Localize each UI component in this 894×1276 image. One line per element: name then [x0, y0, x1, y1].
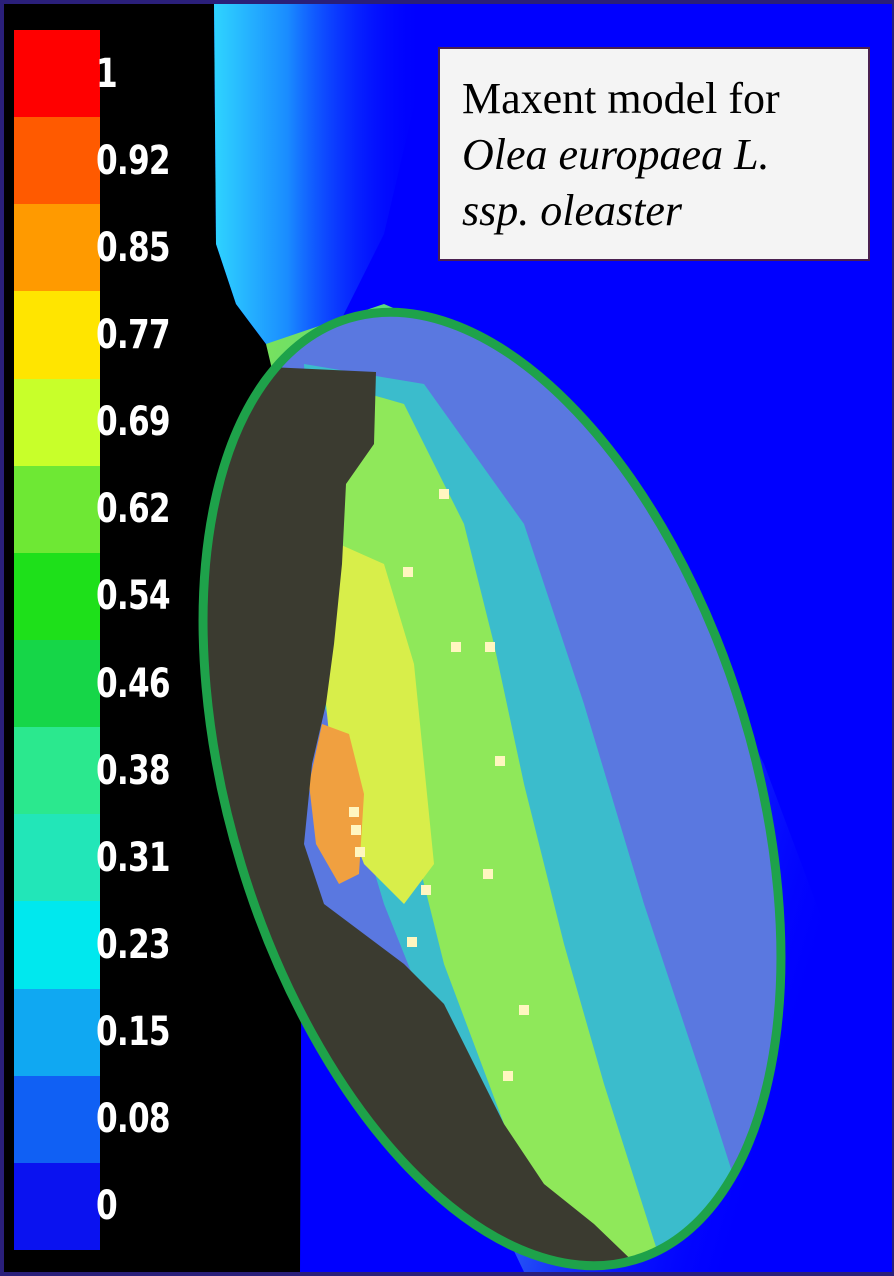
- legend-swatch: [14, 988, 100, 1076]
- legend-swatch: [14, 1075, 100, 1163]
- legend-label: 0.69: [96, 399, 171, 446]
- legend-swatch: [14, 465, 100, 553]
- occurrence-point: [519, 1005, 529, 1015]
- legend-label: 0.62: [96, 486, 171, 533]
- legend-swatch: [14, 814, 100, 902]
- suitability-map: 1 0.92 0.85 0.77 0.69 0.62 0.54 0.46 0.38 0.31 0.2…: [4, 4, 892, 1272]
- occurrence-point: [485, 642, 495, 652]
- occurrence-point: [421, 885, 431, 895]
- legend-label: 0.38: [96, 747, 171, 794]
- legend-swatch: [14, 378, 100, 466]
- occurrence-point: [355, 847, 365, 857]
- occurrence-point: [495, 756, 505, 766]
- legend-label: 0.54: [96, 573, 171, 620]
- occurrence-point: [483, 869, 493, 879]
- legend-swatch: [14, 639, 100, 728]
- legend-label: 0.92: [96, 137, 171, 184]
- legend-label: 0.85: [96, 224, 171, 271]
- legend-colorbar: [14, 30, 100, 1250]
- title-line-3: ssp. oleaster: [462, 186, 682, 235]
- legend-label: 0.46: [96, 660, 171, 707]
- occurrence-point: [349, 807, 359, 817]
- northern-coast-gradient: [214, 4, 424, 344]
- legend-swatch: [14, 1162, 100, 1250]
- highlight-ellipse: [198, 307, 786, 1271]
- high-suitability-strip: [334, 384, 664, 1272]
- legend-swatch: [14, 117, 100, 205]
- occurrence-point: [351, 825, 361, 835]
- legend-swatch: [14, 204, 100, 292]
- title-box: Maxent model for Olea europaea L. ssp. o…: [438, 47, 870, 261]
- legend-label: 0.15: [96, 1009, 171, 1056]
- legend-swatch: [14, 552, 100, 640]
- occurrence-point: [403, 567, 413, 577]
- legend-swatch: [14, 30, 100, 118]
- legend-swatch: [14, 727, 100, 815]
- legend-swatch: [14, 901, 100, 989]
- occurrence-point: [407, 937, 417, 947]
- occurrence-point: [451, 642, 461, 652]
- title-line-2: Olea europaea L.: [462, 130, 770, 179]
- title-line-1: Maxent model for: [462, 74, 780, 123]
- occurrence-point: [439, 489, 449, 499]
- legend-swatch: [14, 291, 100, 379]
- legend-label: 0.23: [96, 922, 171, 968]
- legend-label: 0: [96, 1183, 118, 1230]
- legend-label: 1: [96, 50, 118, 97]
- peak-suitability-patch: [309, 724, 364, 884]
- occurrence-point: [503, 1071, 513, 1081]
- occurrence-points: [349, 489, 529, 1081]
- legend-label: 0.77: [96, 312, 171, 358]
- legend-label: 0.08: [96, 1096, 171, 1143]
- legend-label: 0.31: [96, 834, 171, 881]
